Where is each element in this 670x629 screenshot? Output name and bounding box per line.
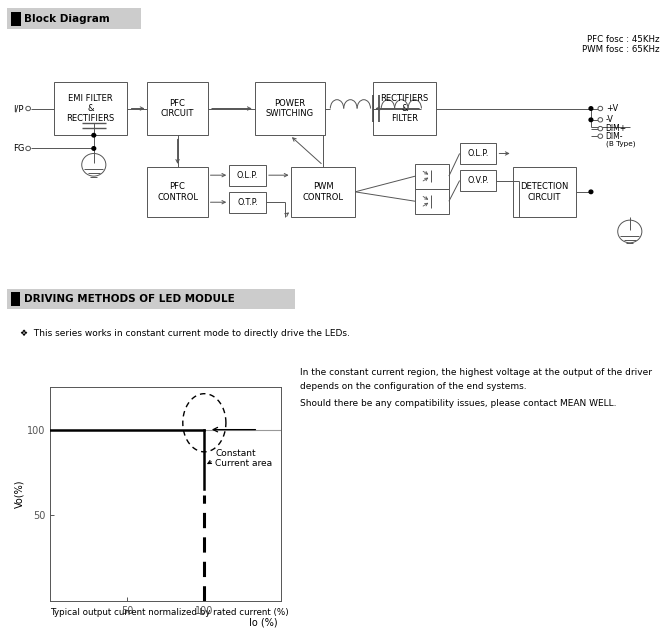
Bar	[11, 12, 21, 26]
Bar	[291, 167, 355, 217]
Text: POWER
SWITCHING: POWER SWITCHING	[266, 99, 314, 118]
Bar	[11, 292, 20, 306]
Text: I/P: I/P	[13, 104, 24, 113]
Text: Should there be any compatibility issues, please contact MEAN WELL.: Should there be any compatibility issues…	[300, 399, 616, 408]
Bar	[373, 82, 436, 135]
Bar	[255, 82, 325, 135]
Text: PFC
CIRCUIT: PFC CIRCUIT	[161, 99, 194, 118]
Text: O.V.P.: O.V.P.	[467, 176, 489, 185]
Circle shape	[589, 118, 593, 121]
Circle shape	[598, 118, 603, 122]
Text: FG: FG	[13, 144, 25, 153]
Bar	[7, 8, 141, 29]
Circle shape	[25, 106, 31, 111]
Text: PFC fosc : 45KHz
PWM fosc : 65KHz: PFC fosc : 45KHz PWM fosc : 65KHz	[582, 35, 660, 54]
Bar	[415, 164, 449, 189]
Text: Block Diagram: Block Diagram	[24, 14, 110, 24]
Text: O.T.P.: O.T.P.	[237, 198, 258, 207]
Text: DRIVING METHODS OF LED MODULE: DRIVING METHODS OF LED MODULE	[24, 294, 235, 304]
Text: depends on the configuration of the end systems.: depends on the configuration of the end …	[300, 382, 527, 391]
Text: O.L.P.: O.L.P.	[237, 170, 258, 180]
Bar	[54, 82, 127, 135]
Text: PWM
CONTROL: PWM CONTROL	[303, 182, 344, 201]
Circle shape	[589, 107, 593, 110]
Circle shape	[598, 126, 603, 131]
Circle shape	[25, 146, 31, 151]
Text: ❖  This series works in constant current mode to directly drive the LEDs.: ❖ This series works in constant current …	[20, 329, 350, 338]
Text: In the constant current region, the highest voltage at the output of the driver: In the constant current region, the high…	[300, 368, 652, 377]
Text: DETECTION
CIRCUIT: DETECTION CIRCUIT	[520, 182, 569, 201]
Text: RECTIFIERS
&
FILTER: RECTIFIERS & FILTER	[380, 94, 429, 123]
Text: DIM+: DIM+	[606, 124, 627, 133]
Bar	[7, 289, 295, 309]
Text: Typical output current normalized by rated current (%): Typical output current normalized by rat…	[50, 608, 289, 616]
Text: DIM-: DIM-	[606, 131, 623, 141]
Bar	[147, 167, 208, 217]
Bar	[513, 167, 576, 217]
Bar	[147, 82, 208, 135]
Bar	[229, 192, 266, 213]
Text: Constant
Current area: Constant Current area	[215, 449, 272, 469]
Y-axis label: Vo(%): Vo(%)	[14, 479, 24, 508]
Circle shape	[92, 133, 96, 137]
Text: (B Type): (B Type)	[606, 140, 635, 147]
Circle shape	[598, 134, 603, 138]
Circle shape	[82, 153, 106, 176]
Bar	[460, 143, 496, 164]
Text: +V: +V	[606, 104, 618, 113]
Text: PFC
CONTROL: PFC CONTROL	[157, 182, 198, 201]
Circle shape	[589, 190, 593, 194]
X-axis label: Io (%): Io (%)	[249, 618, 277, 628]
Bar	[460, 170, 496, 191]
Bar	[415, 189, 449, 214]
Circle shape	[92, 147, 96, 150]
Text: -V: -V	[606, 115, 614, 125]
Bar	[229, 165, 266, 186]
Circle shape	[598, 106, 603, 111]
Text: O.L.P.: O.L.P.	[468, 149, 488, 158]
Circle shape	[618, 220, 642, 243]
Text: EMI FILTER
&
RECTIFIERS: EMI FILTER & RECTIFIERS	[66, 94, 115, 123]
